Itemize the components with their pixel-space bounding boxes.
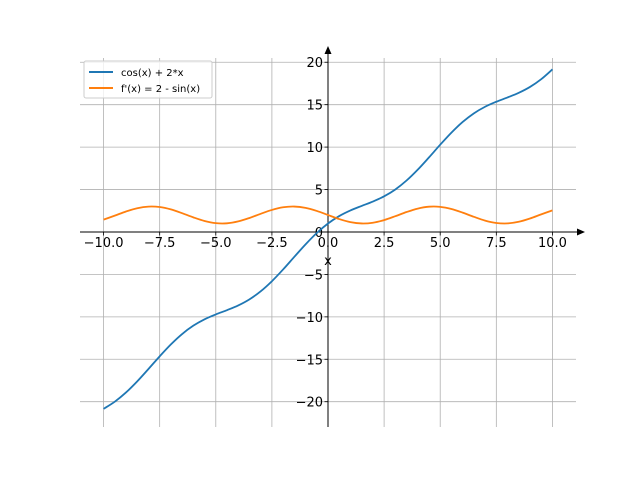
y-tick-label: 5 xyxy=(315,184,323,199)
legend-label-derivative: f'(x) = 2 - sin(x) xyxy=(121,84,200,95)
y-tick-label: 20 xyxy=(306,56,323,71)
y-tick-label: −15 xyxy=(296,353,323,368)
x-tick-label: 0.0 xyxy=(318,236,339,251)
x-tick-label: 10.0 xyxy=(538,236,567,251)
x-tick-label: −2.5 xyxy=(256,236,288,251)
x-axis-label: x xyxy=(324,254,332,269)
y-tick-label: −10 xyxy=(296,311,323,326)
series xyxy=(103,68,554,410)
legend-label-cos: cos(x) + 2*x xyxy=(121,68,184,79)
legend-box xyxy=(83,60,213,99)
y-tick-label: −20 xyxy=(296,396,323,411)
x-tick-label: 5.0 xyxy=(430,236,451,251)
x-tick-label: −10.0 xyxy=(84,236,124,251)
x-tick-label: −5.0 xyxy=(200,236,232,251)
series-line-derivative xyxy=(103,205,553,225)
series-line-cos xyxy=(103,68,554,410)
y-tick-label: 0 xyxy=(315,226,323,241)
x-tick-label: 2.5 xyxy=(374,236,395,251)
ticks: −10.0 −7.5 −5.0 −2.5 0.0 2.5 5.0 7.5 10.0 −20 −15 −… xyxy=(84,56,567,410)
y-axis-arrow-icon xyxy=(324,46,332,54)
y-tick-label: 10 xyxy=(306,141,323,156)
y-tick-label: 15 xyxy=(306,99,323,114)
x-tick-label: 7.5 xyxy=(486,236,507,251)
axes xyxy=(80,46,585,427)
x-axis-arrow-icon xyxy=(577,228,585,236)
x-tick-label: −7.5 xyxy=(144,236,176,251)
y-tick-label: −5 xyxy=(304,268,323,283)
legend: cos(x) + 2*x f'(x) = 2 - sin(x) xyxy=(83,60,213,99)
